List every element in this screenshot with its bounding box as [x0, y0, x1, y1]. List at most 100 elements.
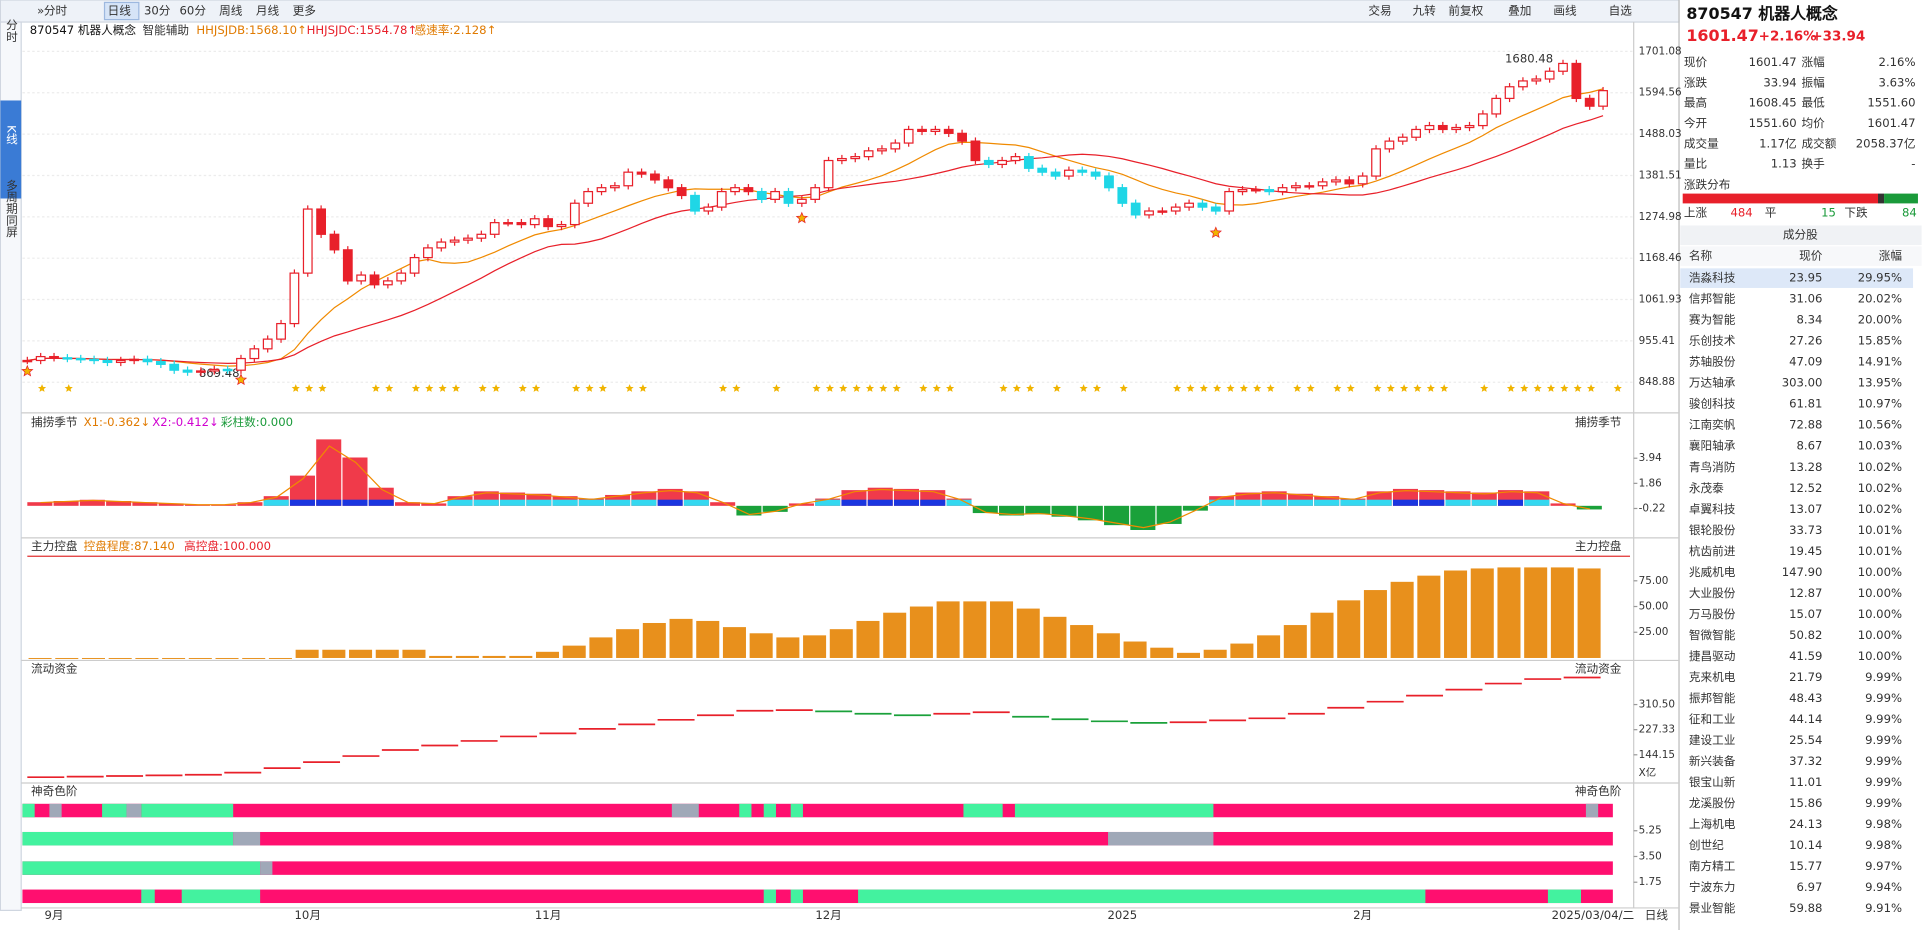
- stock-name[interactable]: 征和工业: [1689, 712, 1736, 726]
- candle: [236, 357, 246, 371]
- icon[interactable]: »: [37, 4, 44, 18]
- stock-name[interactable]: 永茂泰: [1689, 481, 1724, 495]
- stock-name[interactable]: 苏轴股份: [1689, 355, 1736, 369]
- candle: [1518, 80, 1528, 88]
- stock-name[interactable]: 万马股份: [1689, 607, 1736, 621]
- bar-base: [1366, 499, 1392, 506]
- period[interactable]: 日线: [1645, 908, 1669, 922]
- candle: [850, 156, 861, 160]
- indicator: X2:-0.412↓: [152, 415, 219, 429]
- candle: [476, 233, 487, 239]
- bar: [162, 657, 186, 659]
- candle: [262, 338, 273, 350]
- bar: [669, 618, 693, 658]
- tool-btn[interactable]: 画线: [1553, 4, 1577, 18]
- stock-price: 61.81: [1789, 397, 1822, 411]
- stock-price: 15.07: [1789, 607, 1822, 621]
- side-tab[interactable]: 分时: [4, 19, 18, 42]
- stock-name[interactable]: 智微智能: [1689, 628, 1736, 642]
- stock-name[interactable]: 捷昌驱动: [1689, 649, 1736, 663]
- dist-up: [1682, 193, 1879, 204]
- tool-tab[interactable]: 月线: [256, 4, 280, 18]
- bar: [106, 500, 132, 506]
- stock-name[interactable]: 银轮股份: [1689, 523, 1736, 537]
- tool-tab[interactable]: 分时: [44, 4, 68, 18]
- tool-tab[interactable]: 周线: [219, 4, 243, 18]
- candle: [1304, 185, 1315, 188]
- tool-tab[interactable]: 60分: [180, 4, 207, 18]
- stock-name[interactable]: 建设工业: [1689, 733, 1736, 747]
- unit: X亿: [1639, 766, 1657, 779]
- tool-tab[interactable]: 更多: [293, 4, 316, 18]
- stock-name[interactable]: 信邦智能: [1689, 292, 1736, 306]
- stock-name[interactable]: 克来机电: [1689, 670, 1736, 684]
- quote-chg: +33.94: [1811, 29, 1865, 45]
- stock-name[interactable]: 龙溪股份: [1689, 796, 1736, 810]
- stock-name[interactable]: 江南奕帆: [1689, 418, 1736, 432]
- candle: [129, 358, 140, 362]
- stock-name[interactable]: 襄阳轴承: [1689, 439, 1736, 453]
- candle: [1371, 148, 1381, 177]
- bar-base: [447, 499, 473, 506]
- candle: [102, 359, 113, 364]
- y-tick-label: 75.00: [1639, 575, 1669, 587]
- tool-tab[interactable]: 30分: [144, 4, 171, 18]
- candle: [1064, 169, 1074, 177]
- stock-name[interactable]: 浩淼科技: [1689, 271, 1736, 285]
- stock-pct: 10.00%: [1858, 565, 1902, 579]
- stock-name[interactable]: 骏创科技: [1689, 397, 1736, 411]
- bar: [135, 657, 159, 659]
- stock-pct: 10.02%: [1858, 481, 1902, 495]
- stock-name[interactable]: 新兴装备: [1689, 754, 1736, 768]
- stock-name[interactable]: 宁波东力: [1689, 880, 1736, 894]
- side-tab[interactable]: K线: [4, 125, 18, 144]
- stock-name[interactable]: 创世纪: [1689, 838, 1724, 852]
- candle: [182, 369, 193, 373]
- stock-name[interactable]: 大业股份: [1689, 586, 1736, 600]
- star: [1560, 384, 1569, 392]
- star: [438, 384, 447, 392]
- stock-name[interactable]: 兆威机电: [1689, 565, 1736, 579]
- candle: [1317, 181, 1328, 187]
- side-tab[interactable]: 多周期同屏: [4, 178, 18, 238]
- bar: [108, 657, 132, 659]
- tool-btn[interactable]: 交易: [1368, 4, 1391, 18]
- stock-name[interactable]: 卓翼科技: [1689, 502, 1736, 516]
- stock-name[interactable]: 景业智能: [1689, 901, 1736, 915]
- bar: [1096, 633, 1120, 658]
- bar: [215, 657, 239, 659]
- candle: [1437, 124, 1448, 131]
- up-count: 484: [1730, 206, 1752, 220]
- stock-pct: 10.01%: [1858, 523, 1902, 537]
- tool-btn[interactable]: 自选: [1609, 4, 1633, 18]
- stock-name[interactable]: 银宝山新: [1689, 775, 1736, 789]
- stock-name[interactable]: 上海机电: [1689, 817, 1736, 831]
- stock-name[interactable]: 南方精工: [1689, 859, 1736, 873]
- candle: [342, 249, 353, 282]
- bar: [562, 645, 586, 658]
- stock-name[interactable]: 赛为智能: [1689, 313, 1736, 327]
- candle: [1344, 179, 1355, 185]
- stock-name[interactable]: 万达轴承: [1689, 376, 1736, 390]
- tool-btn[interactable]: 前复权: [1448, 4, 1483, 18]
- tool-tab[interactable]: 日线: [108, 4, 132, 18]
- quote-label: 最高: [1684, 96, 1707, 110]
- up-label: 上涨: [1684, 206, 1708, 220]
- x-tick-label: 12月: [815, 908, 841, 922]
- star: [1506, 384, 1516, 392]
- stock-name[interactable]: 杭齿前进: [1689, 544, 1736, 558]
- quote-pct: +2.16%: [1759, 29, 1818, 45]
- candle: [1157, 210, 1168, 213]
- stock-price: 47.09: [1789, 355, 1822, 369]
- candle: [943, 128, 954, 134]
- candle: [436, 241, 447, 249]
- quote-label: 今开: [1684, 116, 1708, 130]
- candle: [209, 368, 220, 372]
- tool-btn[interactable]: 叠加: [1508, 4, 1531, 18]
- stock-name[interactable]: 青鸟消防: [1689, 460, 1736, 474]
- tool-btn[interactable]: 九转: [1413, 4, 1437, 18]
- star-marker: [1209, 226, 1222, 239]
- bar: [1283, 625, 1307, 658]
- stock-name[interactable]: 乐创技术: [1689, 334, 1736, 348]
- stock-name[interactable]: 振邦智能: [1689, 691, 1736, 705]
